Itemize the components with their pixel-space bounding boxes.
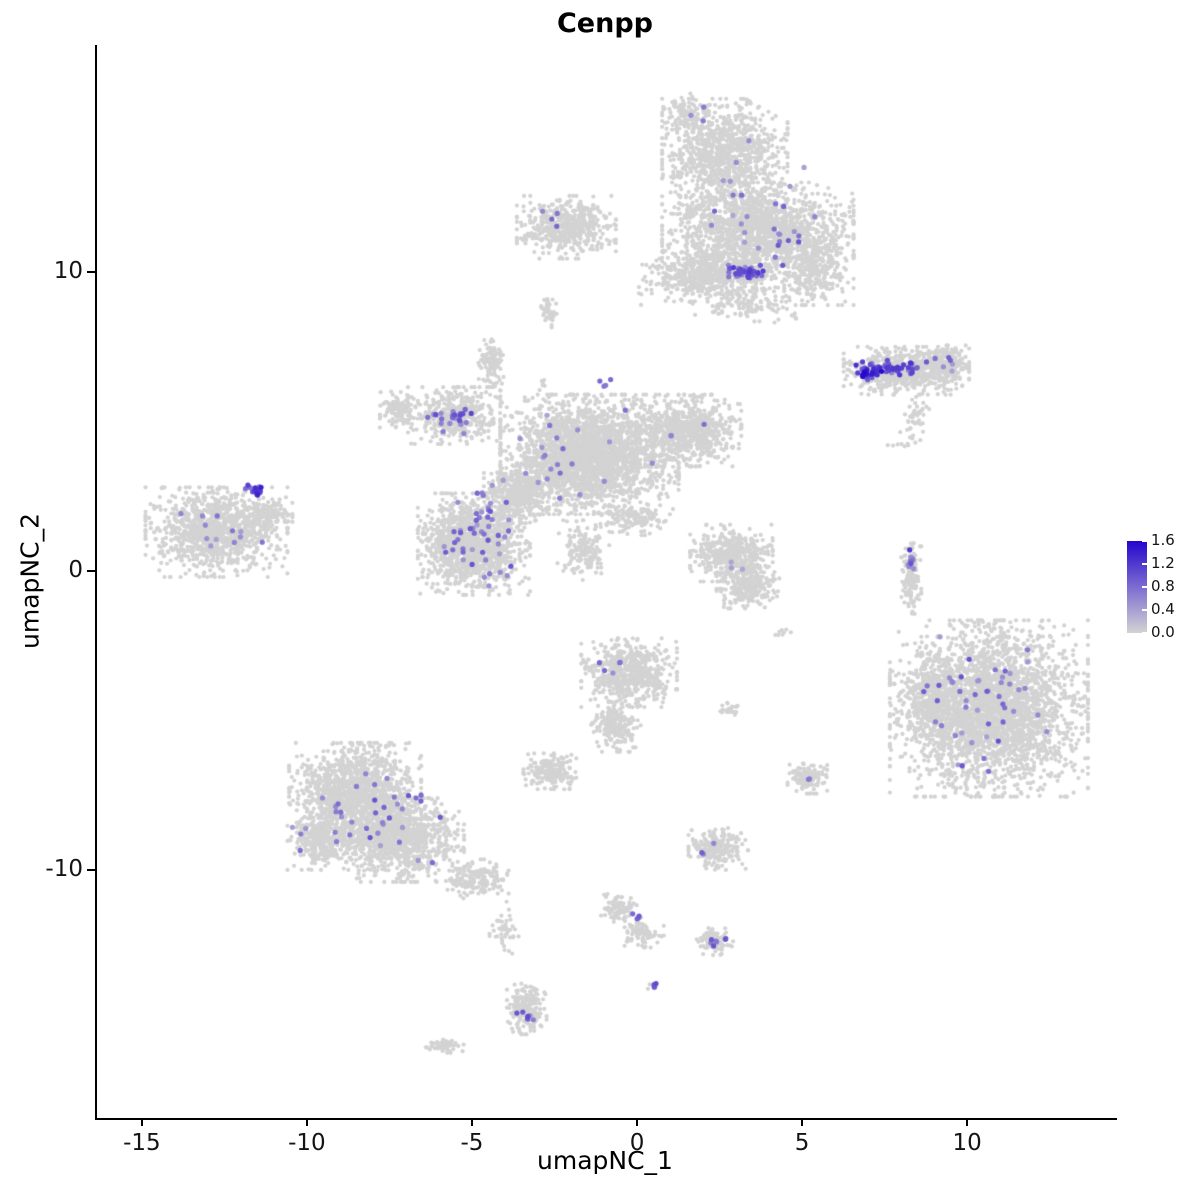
colorbar-tick-mark bbox=[1142, 609, 1148, 611]
x-tick-mark bbox=[470, 1118, 473, 1126]
colorbar-tick-label: 0.0 bbox=[1151, 623, 1175, 641]
x-tick-label: 10 bbox=[952, 1130, 982, 1156]
x-tick-mark bbox=[305, 1118, 308, 1126]
y-tick-mark bbox=[87, 271, 95, 274]
x-tick-mark bbox=[140, 1118, 143, 1126]
plot-title: Cenpp bbox=[556, 8, 653, 39]
x-axis-label: umapNC_1 bbox=[537, 1146, 673, 1175]
colorbar-tick-mark bbox=[1142, 632, 1148, 634]
y-tick-label: 10 bbox=[53, 258, 83, 285]
colorbar-tick-label: 0.4 bbox=[1151, 600, 1175, 618]
y-tick-label: -10 bbox=[45, 855, 83, 882]
x-tick-label: -15 bbox=[123, 1130, 161, 1156]
colorbar-legend: 1.6 1.2 0.8 0.4 0.0 bbox=[1127, 532, 1197, 641]
y-tick-label: 0 bbox=[68, 557, 83, 584]
colorbar-tick-mark bbox=[1142, 563, 1148, 565]
x-tick-mark bbox=[636, 1118, 639, 1126]
colorbar-tick-label: 1.6 bbox=[1151, 531, 1175, 549]
colorbar-tick-mark bbox=[1142, 586, 1148, 588]
scatter-canvas bbox=[97, 45, 1117, 1118]
x-tick-mark bbox=[966, 1118, 969, 1126]
x-tick-label: -5 bbox=[460, 1130, 484, 1156]
colorbar-tick-label: 0.8 bbox=[1151, 577, 1175, 595]
colorbar-tick-mark bbox=[1142, 540, 1148, 542]
y-tick-mark bbox=[87, 868, 95, 871]
colorbar-tick-label: 1.2 bbox=[1151, 554, 1175, 572]
plot-area bbox=[95, 45, 1117, 1120]
x-tick-label: 5 bbox=[794, 1130, 810, 1156]
y-tick-mark bbox=[87, 570, 95, 573]
x-tick-mark bbox=[801, 1118, 804, 1126]
x-tick-label: -10 bbox=[288, 1130, 326, 1156]
x-tick-label: 0 bbox=[629, 1130, 645, 1156]
y-axis-label: umapNC_2 bbox=[15, 513, 45, 649]
